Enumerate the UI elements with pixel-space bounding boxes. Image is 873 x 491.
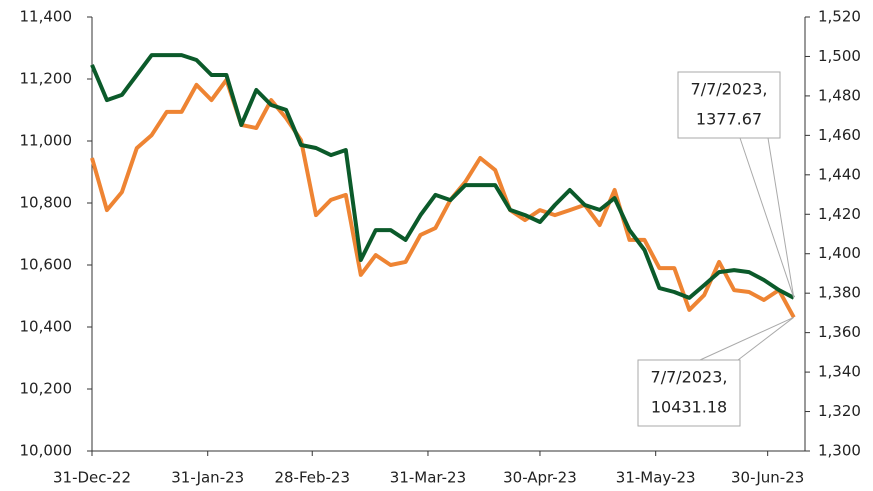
series-line: [90, 53, 795, 300]
y2-tick-label: 1,400: [818, 244, 861, 262]
x-tick-label: 31-May-23: [616, 469, 696, 487]
y2-tick-label: 1,460: [818, 126, 861, 144]
x-tick-label: 31-Dec-22: [53, 469, 131, 487]
callout-box: [637, 359, 741, 427]
y2-tick-label: 1,320: [818, 402, 861, 420]
callout-leader: [739, 137, 795, 298]
callout-text: 7/7/2023,: [651, 368, 728, 387]
callout-box: [677, 71, 781, 139]
y-tick-label: 11,400: [20, 8, 73, 26]
y2-tick-label: 1,420: [818, 205, 861, 223]
x-tick-label: 31-Mar-23: [390, 469, 466, 487]
x-tick-label: 30-Apr-23: [503, 469, 577, 487]
callout-text: 7/7/2023,: [691, 80, 768, 99]
x-tick-label: 31-Jan-23: [171, 469, 244, 487]
y2-tick-label: 1,500: [818, 47, 861, 65]
y2-tick-label: 1,360: [818, 323, 861, 341]
y2-tick-label: 1,440: [818, 165, 861, 183]
y-tick-label: 11,200: [20, 70, 73, 88]
callout-text: 10431.18: [651, 398, 727, 417]
series-line: [90, 77, 796, 319]
y-tick-label: 10,000: [20, 442, 73, 460]
y2-tick-label: 1,380: [818, 284, 861, 302]
callout-text: 1377.67: [696, 110, 762, 129]
y2-tick-label: 1,480: [818, 86, 861, 104]
callout-leader: [699, 316, 795, 361]
y2-tick-label: 1,520: [818, 8, 861, 26]
x-tick-label: 28-Feb-23: [274, 469, 350, 487]
y2-tick-label: 1,300: [818, 442, 861, 460]
y2-tick-label: 1,340: [818, 363, 861, 381]
y-tick-label: 11,000: [20, 132, 73, 150]
x-tick-label: 30-Jun-23: [731, 469, 804, 487]
y-tick-label: 10,600: [20, 256, 73, 274]
y-tick-label: 10,200: [20, 380, 73, 398]
y-tick-label: 10,800: [20, 194, 73, 212]
y-tick-label: 10,400: [20, 318, 73, 336]
